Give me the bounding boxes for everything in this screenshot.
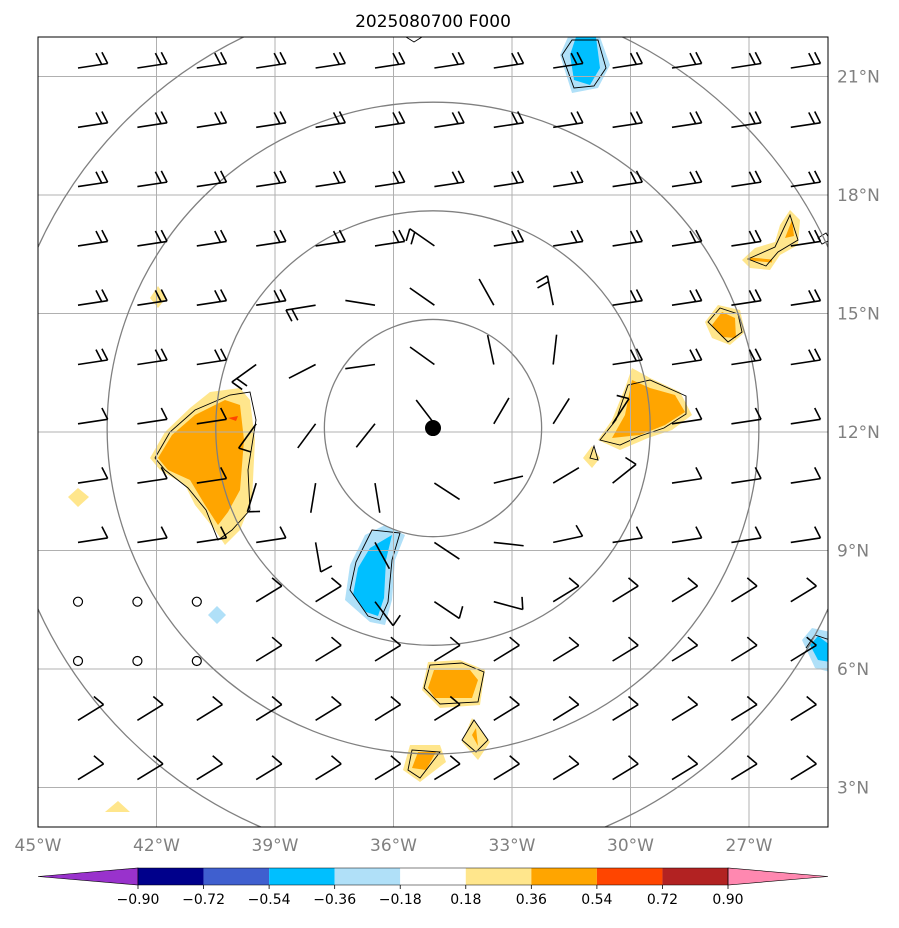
colorbar-label: −0.72 <box>182 892 225 908</box>
latitude-labels: 21°N 18°N 15°N 12°N 9°N 6°N 3°N <box>837 68 880 799</box>
colorbar-label: 0.36 <box>516 892 547 908</box>
lat-tick-label: 15°N <box>837 305 880 325</box>
colorbar-segment <box>269 868 335 885</box>
longitude-labels: 45°W 42°W 39°W 36°W 33°W 30°W 27°W <box>15 836 773 856</box>
lon-tick-label: 30°W <box>607 836 654 856</box>
colorbar-label: −0.36 <box>313 892 356 908</box>
colorbar-segment <box>335 868 401 885</box>
storm-center-marker <box>425 420 441 436</box>
lon-tick-label: 33°W <box>489 836 536 856</box>
anomaly-pos-south-core <box>428 670 478 698</box>
colorbar-label: −0.18 <box>379 892 422 908</box>
colorbar-label: 0.54 <box>581 892 612 908</box>
map-title: 2025080700 F000 <box>355 12 511 32</box>
colorbar-segment <box>662 868 728 885</box>
lat-tick-label: 12°N <box>837 423 880 443</box>
colorbar-label: −0.90 <box>117 892 160 908</box>
colorbar-label: 0.18 <box>450 892 481 908</box>
colorbar-label: 0.72 <box>647 892 678 908</box>
colorbar-segment <box>597 868 663 885</box>
wind-barb <box>850 756 876 780</box>
wind-barb <box>850 637 876 661</box>
wind-barb <box>850 171 880 187</box>
wind-barb <box>850 349 880 365</box>
wind-barb <box>850 112 880 128</box>
lat-tick-label: 21°N <box>837 68 880 88</box>
lon-tick-label: 39°W <box>252 836 299 856</box>
lat-tick-label: 6°N <box>837 660 869 680</box>
colorbar: −0.90 −0.72 −0.54 −0.36 −0.18 0.18 0.36 0.54 0.7… <box>38 868 828 908</box>
lon-tick-label: 42°W <box>133 836 180 856</box>
colorbar-segment <box>531 868 597 885</box>
lat-tick-label: 3°N <box>837 779 869 799</box>
colorbar-extend-low <box>38 868 138 885</box>
wind-barb <box>850 230 880 246</box>
lon-tick-label: 45°W <box>15 836 62 856</box>
colorbar-segment <box>138 868 204 885</box>
wind-barb <box>850 467 880 483</box>
colorbar-label: −0.54 <box>248 892 291 908</box>
wind-barb <box>850 696 876 720</box>
wind-barb <box>850 52 880 68</box>
map-area <box>0 0 880 863</box>
colorbar-segment <box>466 868 532 885</box>
lat-tick-label: 18°N <box>837 186 880 206</box>
colorbar-label: 0.90 <box>712 892 743 908</box>
wind-barb <box>850 289 880 305</box>
colorbar-extend-high <box>728 868 828 885</box>
wind-barb <box>850 578 876 602</box>
colorbar-segment <box>204 868 270 885</box>
lat-tick-label: 9°N <box>837 542 869 562</box>
wind-barb <box>850 527 880 543</box>
wind-barb <box>850 408 880 424</box>
lon-tick-label: 27°W <box>726 836 773 856</box>
lon-tick-label: 36°W <box>370 836 417 856</box>
colorbar-segment <box>400 868 466 885</box>
